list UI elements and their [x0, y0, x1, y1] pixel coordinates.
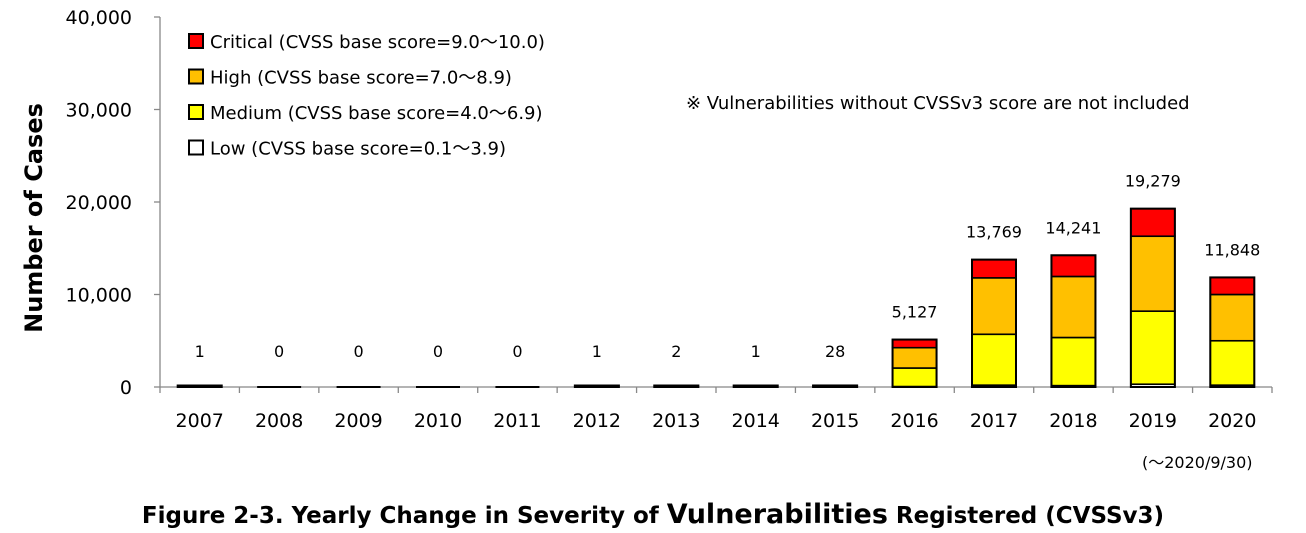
y-axis-title: Number of Cases — [20, 103, 48, 333]
x-tick-label: 2007 — [176, 410, 224, 432]
total-data-label: 0 — [512, 342, 522, 361]
x-tick-label: 2014 — [732, 410, 780, 432]
bar-segment — [1130, 310, 1176, 386]
legend-entry-label: Medium (CVSS base score=4.0～6.9) — [210, 103, 543, 124]
x-tick-label: 2009 — [334, 410, 382, 432]
y-tick-label: 20,000 — [66, 192, 132, 214]
legend-entry-label: Low (CVSS base score=0.1～3.9) — [210, 139, 506, 160]
bar-segment — [1050, 254, 1097, 278]
total-data-label: 5,127 — [892, 303, 938, 322]
total-data-label: 13,769 — [966, 223, 1022, 242]
legend-swatch — [188, 139, 204, 156]
y-tick-label: 40,000 — [66, 7, 132, 29]
total-data-label: 0 — [274, 342, 284, 361]
bar-segment — [1050, 275, 1097, 339]
bar-segment — [1050, 336, 1097, 387]
bar-segment — [1209, 339, 1256, 386]
y-tick-label: 0 — [120, 377, 132, 399]
x-tick-label: 2010 — [414, 410, 462, 432]
legend-swatch — [188, 33, 204, 49]
total-data-label: 19,279 — [1125, 172, 1181, 191]
bar-outline — [573, 384, 620, 388]
bar-outline — [891, 338, 938, 389]
bar-outline — [1209, 276, 1256, 389]
legend: Critical (CVSS base score=9.0～10.0) High … — [188, 32, 545, 160]
bar-segment — [971, 258, 1017, 279]
bar-segment — [891, 346, 938, 369]
legend-entry-label: High (CVSS base score=7.0～8.9) — [210, 68, 512, 89]
bars — [176, 207, 1256, 389]
total-data-label: 0 — [433, 342, 443, 361]
x-tick-label: 2008 — [255, 410, 303, 432]
x-tick-label: 2020 — [1208, 410, 1256, 432]
x-tick-label: 2012 — [573, 410, 621, 432]
total-data-label: 1 — [592, 342, 602, 361]
bar-segment — [891, 367, 938, 388]
x-tick-label: 2017 — [970, 410, 1018, 432]
note-text: ※ Vulnerabilities without CVSSv3 score a… — [686, 93, 1190, 114]
bar-segment — [971, 333, 1017, 386]
x-tick-label: 2011 — [493, 410, 541, 432]
total-data-label: 2 — [671, 342, 681, 361]
bar-outline — [812, 384, 859, 388]
bar-outline — [732, 384, 779, 388]
x-tick-label: 2018 — [1049, 410, 1097, 432]
bar-outline — [653, 384, 700, 388]
bar-outline — [1129, 207, 1176, 388]
total-data-label: 0 — [353, 342, 363, 361]
bar-segment — [1130, 235, 1176, 312]
total-data-label: 28 — [825, 342, 845, 361]
bar-segment — [1209, 293, 1256, 342]
x-tick-label: 2016 — [890, 410, 938, 432]
total-data-label: 11,848 — [1204, 240, 1260, 259]
x-tick-label: 2013 — [652, 410, 700, 432]
bar-outline — [176, 384, 223, 388]
legend-entry-label: Critical (CVSS base score=9.0～10.0) — [210, 32, 545, 53]
bar-outline — [1050, 254, 1097, 388]
bar-segment — [1209, 276, 1256, 296]
data-labels: 1 0 0 0 0 1 2 1 28 5,127 13,769 14,241 19,279 11,848 — [195, 172, 1261, 361]
bar-segment — [1130, 207, 1176, 238]
y-tick-label: 10,000 — [66, 285, 132, 307]
bar-segment — [891, 338, 938, 349]
figure-title-part-2: Vulnerabilities — [667, 499, 888, 530]
bar-outline — [971, 258, 1017, 388]
figure-title-part-1: Figure 2-3. Yearly Change in Severity of — [142, 503, 667, 529]
legend-swatch — [188, 104, 204, 120]
bar-segment — [971, 277, 1017, 336]
y-tick-label: 30,000 — [66, 100, 132, 122]
x-tick-label: 2015 — [811, 410, 859, 432]
total-data-label: 1 — [751, 342, 761, 361]
period-note: (～2020/9/30) — [1142, 453, 1253, 472]
figure-title-part-3: Registered (CVSSv3) — [888, 503, 1164, 529]
total-data-label: 1 — [195, 342, 205, 361]
figure-title: Figure 2-3. Yearly Change in Severity of… — [142, 499, 1164, 530]
legend-swatch — [188, 68, 204, 85]
x-tick-label: 2019 — [1129, 410, 1177, 432]
total-data-label: 14,241 — [1045, 218, 1101, 237]
